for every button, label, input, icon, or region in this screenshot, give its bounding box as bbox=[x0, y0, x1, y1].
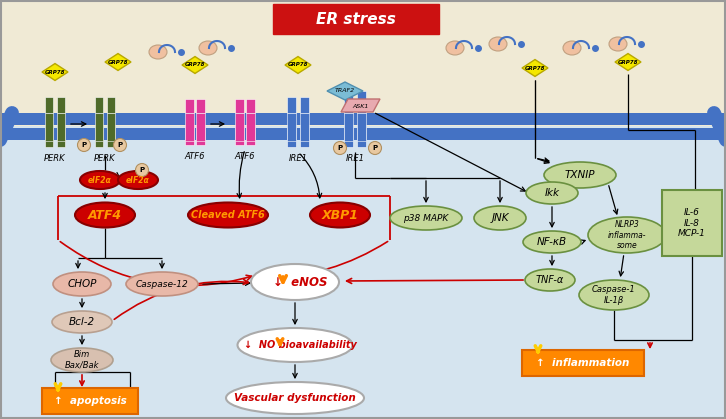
Text: ↓  NO bioavailability: ↓ NO bioavailability bbox=[243, 340, 356, 350]
Text: GRP78: GRP78 bbox=[184, 62, 205, 67]
Text: IRE1: IRE1 bbox=[288, 154, 308, 163]
Text: P: P bbox=[338, 145, 343, 151]
FancyBboxPatch shape bbox=[235, 99, 244, 113]
Text: eIF2α: eIF2α bbox=[126, 176, 150, 184]
Polygon shape bbox=[42, 64, 68, 80]
FancyBboxPatch shape bbox=[45, 97, 53, 113]
Ellipse shape bbox=[149, 45, 167, 59]
Circle shape bbox=[78, 139, 91, 152]
Ellipse shape bbox=[579, 280, 649, 310]
FancyBboxPatch shape bbox=[107, 125, 115, 147]
Text: ATF4: ATF4 bbox=[88, 209, 122, 222]
FancyBboxPatch shape bbox=[42, 388, 138, 414]
FancyBboxPatch shape bbox=[287, 97, 296, 113]
Text: ER stress: ER stress bbox=[316, 11, 396, 26]
FancyBboxPatch shape bbox=[45, 113, 53, 141]
Ellipse shape bbox=[226, 382, 364, 414]
Polygon shape bbox=[105, 54, 131, 70]
FancyBboxPatch shape bbox=[287, 113, 296, 141]
Ellipse shape bbox=[489, 37, 507, 51]
Circle shape bbox=[113, 139, 126, 152]
Text: Ikk: Ikk bbox=[544, 188, 560, 198]
Text: P: P bbox=[118, 142, 123, 148]
Ellipse shape bbox=[523, 231, 581, 253]
Ellipse shape bbox=[52, 311, 112, 333]
Ellipse shape bbox=[199, 41, 217, 55]
FancyBboxPatch shape bbox=[273, 4, 439, 34]
FancyBboxPatch shape bbox=[185, 113, 194, 141]
Ellipse shape bbox=[188, 202, 268, 228]
Ellipse shape bbox=[390, 206, 462, 230]
FancyBboxPatch shape bbox=[196, 125, 205, 145]
FancyBboxPatch shape bbox=[344, 91, 353, 113]
Ellipse shape bbox=[51, 348, 113, 372]
Polygon shape bbox=[285, 57, 311, 73]
Ellipse shape bbox=[118, 171, 158, 189]
Text: ↓  eNOS: ↓ eNOS bbox=[273, 276, 327, 289]
Text: Cleaved ATF6: Cleaved ATF6 bbox=[191, 210, 265, 220]
Ellipse shape bbox=[126, 272, 198, 296]
Text: Bim
Bax/Bak: Bim Bax/Bak bbox=[65, 350, 99, 370]
FancyBboxPatch shape bbox=[235, 113, 244, 141]
Ellipse shape bbox=[310, 202, 370, 228]
FancyBboxPatch shape bbox=[357, 125, 366, 147]
Text: eIF2α: eIF2α bbox=[88, 176, 112, 184]
Text: GRP78: GRP78 bbox=[525, 65, 545, 70]
FancyBboxPatch shape bbox=[662, 190, 722, 256]
Text: ATF6: ATF6 bbox=[234, 152, 256, 161]
FancyBboxPatch shape bbox=[357, 113, 366, 141]
FancyBboxPatch shape bbox=[57, 125, 65, 147]
Polygon shape bbox=[341, 99, 380, 112]
FancyBboxPatch shape bbox=[300, 125, 309, 147]
FancyBboxPatch shape bbox=[95, 113, 103, 141]
Text: Caspase-1
IL-1β: Caspase-1 IL-1β bbox=[592, 285, 636, 305]
FancyBboxPatch shape bbox=[246, 99, 255, 113]
FancyBboxPatch shape bbox=[357, 91, 366, 113]
Text: Vascular dysfunction: Vascular dysfunction bbox=[234, 393, 356, 403]
Ellipse shape bbox=[544, 162, 616, 188]
Text: TXNIP: TXNIP bbox=[565, 170, 595, 180]
FancyBboxPatch shape bbox=[246, 125, 255, 145]
FancyBboxPatch shape bbox=[107, 113, 115, 141]
Text: ↑  inflammation: ↑ inflammation bbox=[537, 358, 629, 368]
Ellipse shape bbox=[237, 328, 353, 362]
Text: GRP78: GRP78 bbox=[618, 59, 638, 65]
Text: GRP78: GRP78 bbox=[287, 62, 309, 67]
FancyBboxPatch shape bbox=[300, 97, 309, 113]
Text: TNF-α: TNF-α bbox=[536, 275, 564, 285]
Text: Caspase-12: Caspase-12 bbox=[136, 279, 188, 289]
Ellipse shape bbox=[526, 182, 578, 204]
FancyBboxPatch shape bbox=[107, 97, 115, 113]
FancyBboxPatch shape bbox=[522, 350, 644, 376]
Text: TRAF2: TRAF2 bbox=[335, 88, 355, 93]
Text: NF-κB: NF-κB bbox=[537, 237, 567, 247]
Polygon shape bbox=[522, 59, 548, 76]
Polygon shape bbox=[182, 57, 208, 73]
Circle shape bbox=[333, 142, 346, 155]
Text: p38 MAPK: p38 MAPK bbox=[404, 214, 449, 222]
FancyBboxPatch shape bbox=[185, 99, 194, 113]
FancyBboxPatch shape bbox=[45, 125, 53, 147]
Text: IRE1: IRE1 bbox=[346, 154, 364, 163]
Ellipse shape bbox=[588, 217, 666, 253]
Ellipse shape bbox=[80, 171, 120, 189]
FancyBboxPatch shape bbox=[95, 97, 103, 113]
FancyBboxPatch shape bbox=[300, 113, 309, 141]
Text: ATF6: ATF6 bbox=[184, 152, 205, 161]
Text: GRP78: GRP78 bbox=[107, 59, 129, 65]
Text: Bcl-2: Bcl-2 bbox=[69, 317, 95, 327]
Ellipse shape bbox=[525, 269, 575, 291]
FancyBboxPatch shape bbox=[344, 125, 353, 147]
Text: ASK1: ASK1 bbox=[353, 103, 370, 109]
FancyBboxPatch shape bbox=[246, 113, 255, 141]
FancyBboxPatch shape bbox=[287, 125, 296, 147]
Text: NLRP3
inflamma-
some: NLRP3 inflamma- some bbox=[608, 220, 646, 250]
Text: XBP1: XBP1 bbox=[322, 209, 359, 222]
FancyBboxPatch shape bbox=[196, 99, 205, 113]
Text: IL-6
IL-8
MCP-1: IL-6 IL-8 MCP-1 bbox=[678, 208, 706, 238]
Text: P: P bbox=[372, 145, 378, 151]
FancyBboxPatch shape bbox=[57, 113, 65, 141]
Text: P: P bbox=[139, 167, 144, 173]
FancyBboxPatch shape bbox=[196, 113, 205, 141]
